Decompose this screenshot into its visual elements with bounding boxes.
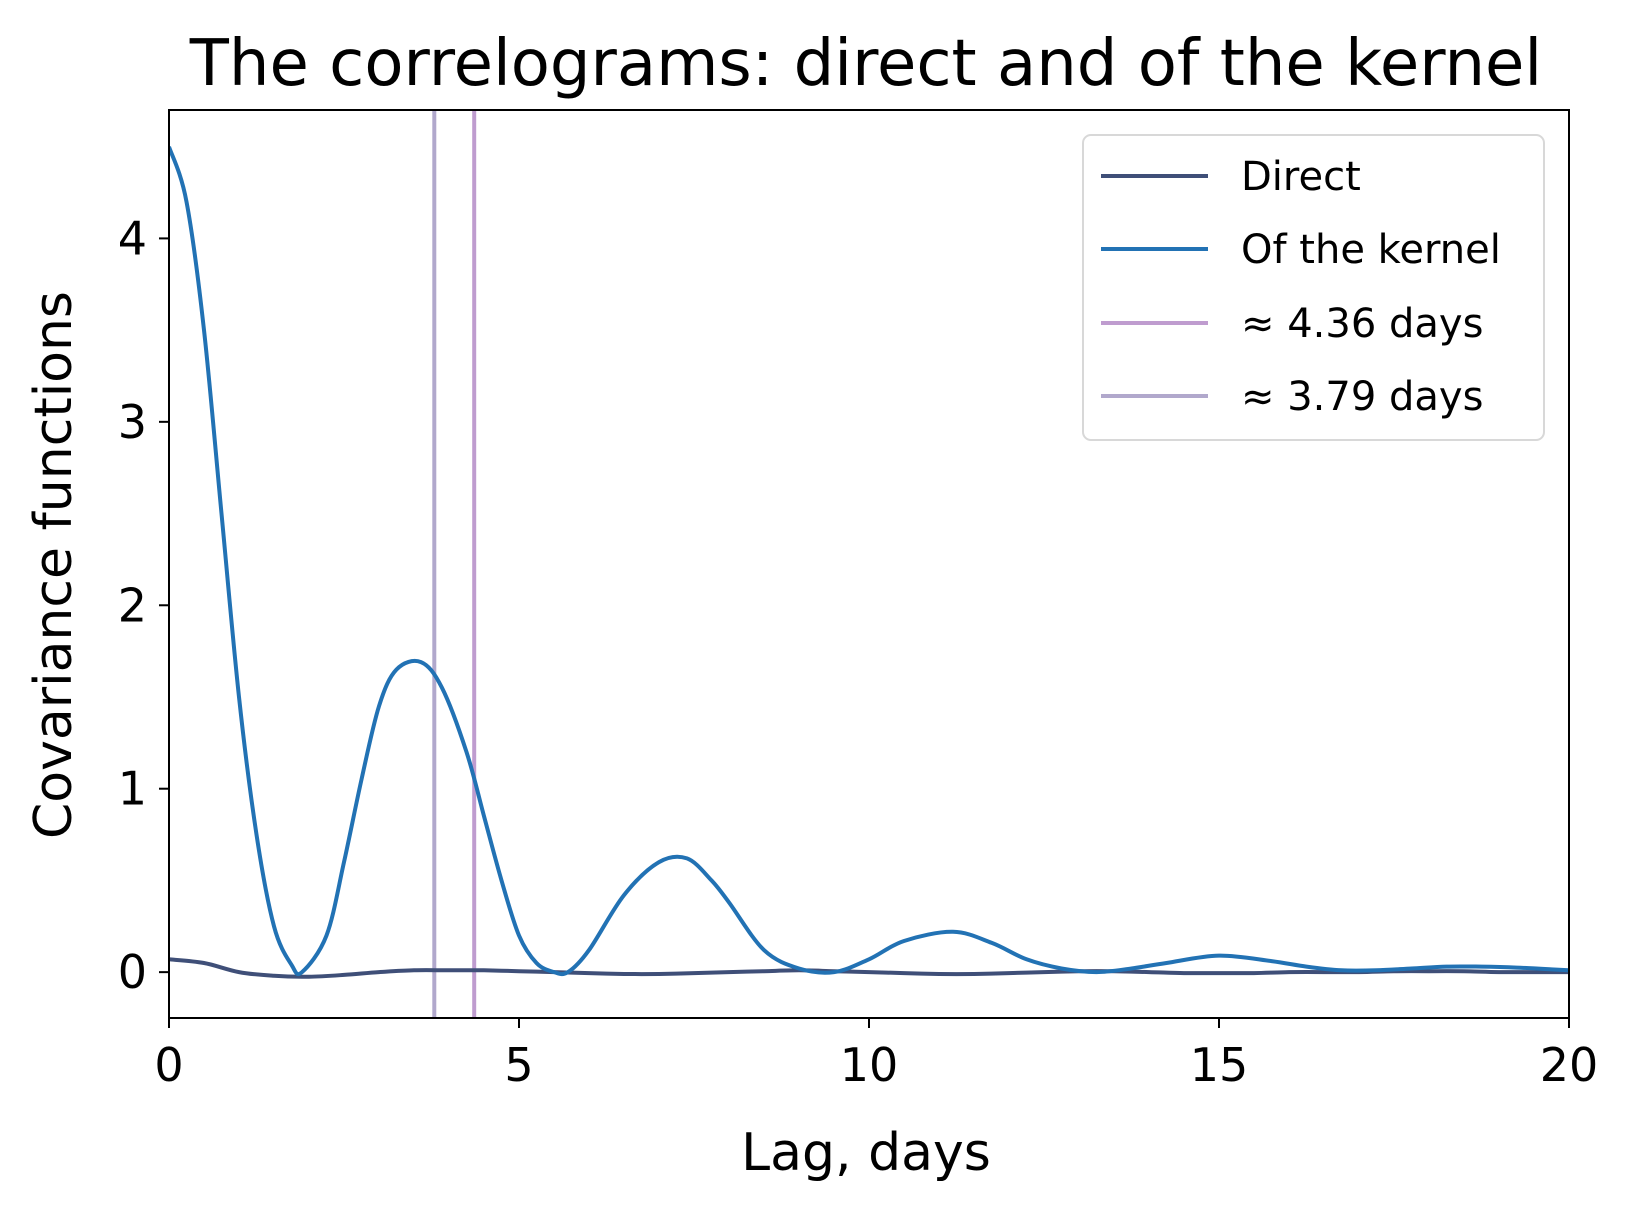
legend-label: Of the kernel [1241, 227, 1501, 273]
y-axis-label: Covariance functions [24, 291, 84, 839]
y-tick-label: 0 [118, 945, 147, 999]
y-tick-label: 1 [118, 762, 147, 816]
x-tick-label: 10 [840, 1038, 899, 1092]
legend-box [1082, 134, 1545, 441]
y-tick-label: 3 [118, 395, 147, 449]
y-tick-label: 4 [118, 211, 147, 265]
series-line-1 [169, 957, 1569, 979]
legend-label: Direct [1241, 154, 1361, 200]
legend-label: ≈ 3.79 days [1241, 374, 1483, 420]
series-line-2 [169, 146, 1569, 977]
y-tick-label: 2 [118, 578, 147, 632]
x-tick-label: 20 [1540, 1038, 1599, 1092]
legend-label: ≈ 4.36 days [1241, 301, 1483, 347]
x-tick-label: 15 [1190, 1038, 1249, 1092]
chart-title: The correlograms: direct and of the kern… [189, 27, 1542, 101]
legend: Direct Of the kernel ≈ 4.36 days ≈ 3.79 day… [1082, 134, 1545, 441]
axes: 0 5 10 15 20 0 1 2 3 4 [118, 211, 1599, 1092]
x-axis-label: Lag, days [741, 1123, 991, 1183]
x-tick-label: 0 [154, 1038, 183, 1092]
x-tick-label: 5 [504, 1038, 533, 1092]
plot-area [169, 110, 1569, 1018]
